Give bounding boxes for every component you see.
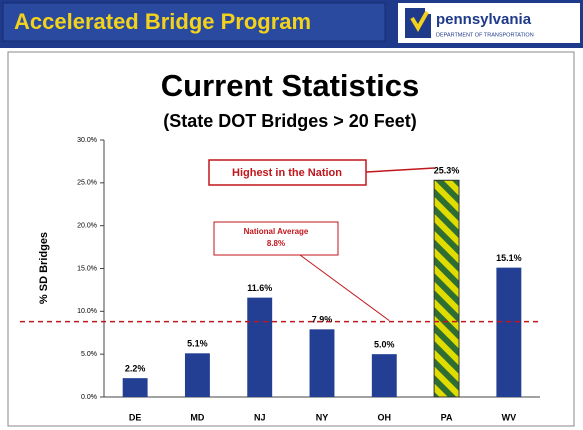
x-tick-label: MD [190,412,204,422]
logo-check [410,11,429,32]
value-label: 11.6% [247,283,272,293]
annotation-arrow [365,167,435,173]
x-tick-label: PA [441,412,453,422]
logo-subtitle: DEPARTMENT OF TRANSPORTATION [436,32,534,38]
reference-callout-line [299,254,390,322]
annotation-box [208,159,367,186]
chart-subtitle: (State DOT Bridges > 20 Feet) [163,111,417,131]
annotation: Highest in the Nation [232,167,342,179]
value-label: 5.1% [187,339,208,349]
y-tick-label: 15.0% [77,265,97,272]
bar [122,378,148,397]
x-tick-label: NY [316,412,329,422]
value-label: 5.0% [374,340,395,350]
y-tick-label: 5.0% [81,351,97,358]
y-tick-label: 0.0% [81,394,97,401]
y-tick-label: 30.0% [77,137,97,144]
value-label: 7.9% [312,315,333,325]
bar [496,267,522,397]
chart-title: Current Statistics [161,68,419,103]
reference-label: National Average [244,227,309,236]
x-tick-label: WV [502,412,517,422]
y-tick-label: 20.0% [77,223,97,230]
y-tick-label: 25.0% [77,180,97,187]
slide-frame [7,51,575,427]
x-tick-label: NJ [254,412,266,422]
bar [433,179,460,398]
value-label: 2.2% [125,364,146,374]
header-title-box [2,2,386,42]
x-tick-label: OH [378,412,392,422]
bar [247,297,273,397]
bar [309,329,335,397]
value-label: 25.3% [434,166,460,176]
reference-box [213,221,339,256]
x-tick-label: DE [129,412,142,422]
y-tick-label: 10.0% [77,308,97,315]
bar [184,353,210,397]
bar [371,354,397,397]
reference-label: 8.8% [267,239,285,248]
y-axis-label: % SD Bridges [38,232,50,304]
header-title: Accelerated Bridge Program [14,9,311,34]
value-label: 15.1% [496,253,522,263]
logo-name: pennsylvania [436,11,532,28]
